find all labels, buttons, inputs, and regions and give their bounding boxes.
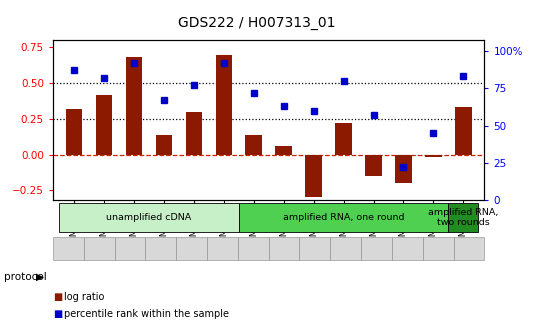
Bar (66, 109, 82, 155)
Bar (59, 203, 239, 233)
Bar (305, 155, 322, 198)
Bar (215, 55, 232, 155)
Bar (126, 57, 142, 155)
Text: percentile rank within the sample: percentile rank within the sample (64, 309, 229, 319)
Bar (95, 95, 112, 155)
Text: ■: ■ (53, 309, 62, 319)
Text: unamplified cDNA: unamplified cDNA (106, 213, 191, 222)
Text: ▶: ▶ (36, 272, 44, 282)
Text: log ratio: log ratio (64, 292, 104, 302)
Bar (186, 112, 202, 155)
Bar (239, 203, 449, 233)
Bar (455, 108, 472, 155)
Bar (156, 135, 172, 155)
Text: amplified RNA,
two rounds: amplified RNA, two rounds (428, 208, 498, 227)
Bar (276, 146, 292, 155)
Bar (425, 155, 442, 158)
Text: protocol: protocol (4, 272, 47, 282)
Bar (365, 155, 382, 176)
Bar (246, 135, 262, 155)
Text: amplified RNA, one round: amplified RNA, one round (283, 213, 405, 222)
Bar (449, 203, 478, 233)
Bar (335, 123, 352, 155)
Text: ■: ■ (53, 292, 62, 302)
Text: GDS222 / H007313_01: GDS222 / H007313_01 (178, 16, 335, 30)
Bar (395, 155, 412, 183)
